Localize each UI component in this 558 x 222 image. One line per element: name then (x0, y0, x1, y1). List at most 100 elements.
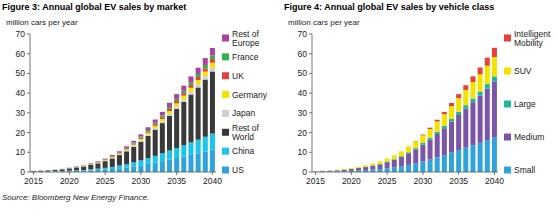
bar (363, 165, 368, 166)
bar (153, 156, 158, 163)
bar (196, 84, 201, 87)
bar (174, 94, 179, 99)
bar (188, 76, 193, 82)
bar (38, 170, 43, 171)
legend-label: Small (514, 165, 535, 175)
bar (167, 109, 172, 111)
bar (124, 148, 129, 150)
bar (153, 120, 158, 123)
bar (67, 168, 72, 169)
bar (327, 170, 332, 171)
y-tick (309, 152, 312, 153)
bar (167, 160, 172, 172)
legend-label: Rest ofEurope (232, 29, 260, 48)
bar (413, 140, 418, 141)
bar (435, 132, 440, 134)
bar (167, 151, 172, 160)
bar (377, 169, 382, 172)
y-tick-label: 30 (16, 108, 26, 118)
x-tick-label: 2030 (131, 176, 150, 186)
bar (74, 166, 79, 167)
legend-label-line: SUV (514, 66, 532, 76)
x-tick-label: 2025 (378, 176, 397, 186)
legend-swatch (222, 129, 229, 136)
panel: Figure 4: Annual global EV sales by vehi… (284, 2, 551, 186)
bar (385, 159, 390, 162)
y-tick-label: 70 (16, 29, 26, 39)
bar (81, 166, 86, 167)
legend: Rest ofEuropeFranceUKGermanyJapanRest of… (222, 29, 268, 176)
bar (95, 161, 100, 163)
x-tick (212, 172, 213, 175)
bar (167, 114, 172, 116)
bar (174, 148, 179, 158)
bar (392, 167, 397, 172)
y-axis-label: million cars per year (6, 18, 78, 27)
bar (449, 119, 454, 122)
legend-label: Japan (232, 108, 255, 118)
bar (428, 128, 433, 129)
bar (442, 114, 447, 126)
x-tick-label: 2020 (60, 176, 79, 186)
bar (53, 169, 58, 170)
bar (160, 153, 165, 161)
bar (413, 148, 418, 149)
y-tick (27, 172, 30, 173)
x-tick-label: 2020 (342, 176, 361, 186)
bar (313, 170, 318, 171)
bar (392, 155, 397, 156)
x-tick-label: 2035 (167, 176, 186, 186)
bar (420, 134, 425, 136)
bar (377, 164, 382, 169)
legend-label: Germany (232, 90, 268, 100)
y-tick (27, 112, 30, 113)
bar (60, 169, 65, 170)
x-tick (176, 172, 177, 175)
legend-label-line: UK (232, 71, 244, 81)
bar (392, 160, 397, 167)
x-tick (69, 172, 70, 175)
x-tick-label: 2015 (24, 176, 43, 186)
legend-label: France (232, 52, 259, 62)
bar (196, 87, 201, 139)
x-tick-label: 2025 (96, 176, 115, 186)
bar (95, 162, 100, 163)
bar (442, 126, 447, 128)
bar (45, 170, 50, 171)
panel: Figure 3: Annual global EV sales by mark… (2, 2, 268, 186)
bar (356, 167, 361, 168)
bar (131, 166, 136, 172)
bar (167, 116, 172, 151)
bar (181, 86, 186, 91)
bar (88, 165, 93, 169)
bar (463, 109, 468, 148)
bar (103, 159, 108, 160)
bar (160, 161, 165, 172)
bar (196, 74, 201, 77)
bar (385, 158, 390, 159)
bar (38, 170, 43, 171)
bar (160, 119, 165, 121)
bar (110, 156, 115, 158)
legend-swatch (222, 110, 229, 117)
bar (174, 109, 179, 148)
x-tick (458, 172, 459, 175)
bar (74, 166, 79, 167)
bar (38, 170, 43, 171)
bar (60, 168, 65, 169)
bar (117, 165, 122, 168)
legend-label-line: US (232, 165, 244, 175)
bar (470, 98, 475, 102)
bar (110, 158, 115, 166)
bar (210, 48, 215, 55)
bar (181, 156, 186, 172)
bar (478, 92, 483, 96)
legend-label-line: Large (514, 99, 536, 109)
x-tick-label: 2040 (485, 176, 504, 186)
bar (67, 168, 72, 169)
bar (485, 140, 490, 172)
bar (420, 135, 425, 143)
bar (60, 169, 65, 170)
bar (45, 170, 50, 171)
bars (31, 48, 215, 172)
